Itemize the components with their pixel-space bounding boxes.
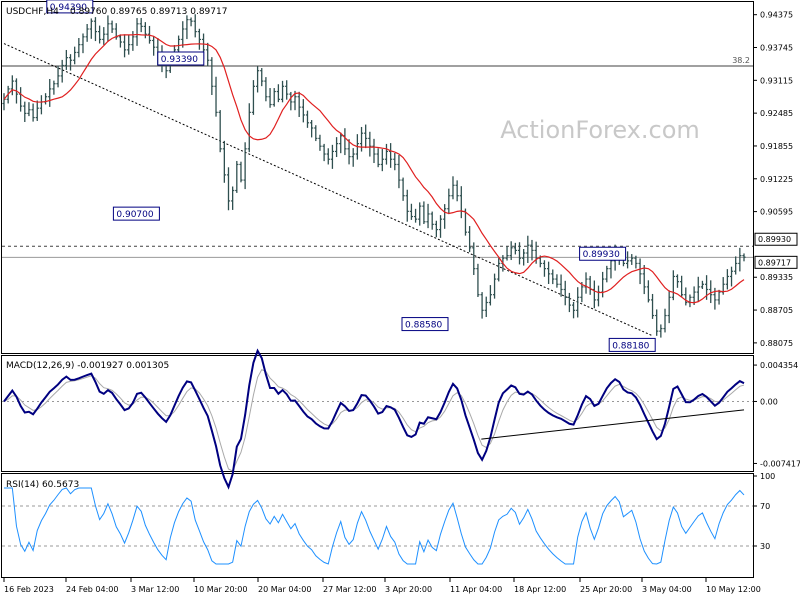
price-tick-label: 0.93745 — [760, 44, 793, 53]
price-tick-label: 0.89335 — [760, 273, 793, 282]
price-axis: 0.94375 0.93745 0.93115 0.92485 0.91855 0.912… — [753, 11, 798, 348]
ma-line — [3, 33, 745, 304]
macd-tick-label: 0.004354 — [760, 361, 798, 370]
price-tick-label: 0.94375 — [760, 11, 793, 20]
time-tick-label: 16 Feb 2023 — [4, 585, 54, 594]
swing-label-box — [157, 51, 205, 66]
macd-lines — [3, 348, 745, 490]
rsi-tick-label: 70 — [760, 502, 770, 511]
swing-label: 0.89930 — [583, 250, 620, 260]
time-tick-label: 18 Apr 12:00 — [514, 585, 566, 594]
swing-label: 0.93390 — [161, 55, 198, 65]
macd-tick-label: 0.00 — [760, 397, 778, 406]
swing-label: 0.88180 — [612, 341, 649, 351]
time-tick-label: 3 Mar 12:00 — [131, 585, 179, 594]
swing-label-box — [608, 337, 656, 352]
swing-label: 0.88580 — [405, 321, 442, 331]
resistance-price-box — [754, 232, 798, 246]
price-tick-label: 0.93115 — [760, 76, 793, 85]
rsi-line — [4, 487, 745, 565]
rsi-axis: 100 70 30 — [753, 472, 775, 551]
swing-label-box — [401, 317, 449, 332]
time-tick-label: 10 Mar 20:00 — [194, 585, 247, 594]
fib-level-label: 38.2 — [732, 56, 750, 65]
time-tick-label: 25 Apr 20:00 — [580, 585, 632, 594]
swing-label-box — [579, 246, 627, 261]
price-tick-label: 0.91855 — [760, 142, 793, 151]
watermark: ActionForex.com — [500, 116, 700, 144]
time-tick-label: 3 Apr 20:00 — [385, 585, 432, 594]
price-tick-label: 0.91225 — [760, 175, 793, 184]
symbol-label: USDCHF,H4 — [6, 7, 59, 17]
swing-label-box — [46, 0, 94, 14]
price-tick-label: 0.88075 — [760, 339, 793, 348]
macd-trendline — [481, 409, 745, 440]
rsi-tick-label: 100 — [760, 472, 775, 481]
moving-average — [3, 33, 745, 304]
macd-axis: 0.004354 0.00 -0.007417 — [753, 361, 800, 468]
price-tick-label: 0.88705 — [760, 306, 793, 315]
time-tick-label: 11 Apr 04:00 — [450, 585, 502, 594]
macd-tick-label: -0.007417 — [760, 459, 800, 468]
candles — [2, 14, 746, 338]
time-tick-label: 27 Mar 12:00 — [323, 585, 376, 594]
time-tick-label: 20 Mar 04:00 — [258, 585, 311, 594]
annotations: 0.94390 0.93390 0.90700 0.88580 0.89930 0.881… — [46, 0, 656, 352]
time-axis: 16 Feb 2023 24 Feb 04:00 3 Mar 12:00 10 Mar… — [3, 578, 761, 594]
rsi-line — [4, 487, 745, 565]
time-tick-label: 24 Feb 04:00 — [66, 585, 118, 594]
ohlc-label: 0.89760 0.89765 0.89713 0.89717 — [70, 7, 227, 17]
price-tick-label: 0.92485 — [760, 109, 793, 118]
swing-label: 0.94390 — [50, 3, 87, 13]
rsi-panel — [1, 473, 754, 578]
swing-label: 0.90700 — [116, 210, 153, 220]
current-price-box — [754, 255, 798, 269]
macd-line — [3, 348, 745, 490]
rsi-grid — [2, 505, 753, 547]
swing-label-box — [112, 206, 160, 221]
time-tick-label: 3 May 04:00 — [642, 585, 692, 594]
macd-title: MACD(12,26,9) -0.001927 0.001305 — [6, 361, 169, 371]
time-tick-label: 10 May 12:00 — [706, 585, 761, 594]
rsi-title: RSI(14) 60.5673 — [6, 480, 79, 490]
price-panel — [1, 1, 754, 354]
resistance-price-box-label: 0.89930 — [758, 235, 791, 244]
price-tick-label: 0.90595 — [760, 208, 793, 217]
rsi-tick-label: 30 — [760, 542, 770, 551]
current-price-box-label: 0.89717 — [758, 258, 791, 267]
